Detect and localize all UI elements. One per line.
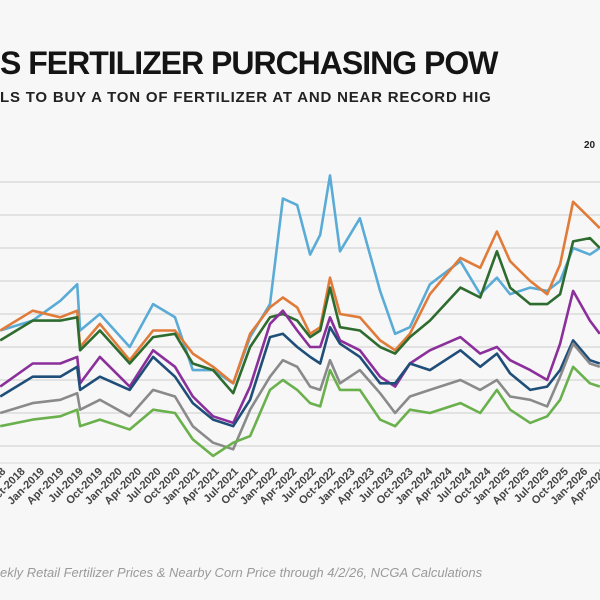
series-line-6 (0, 342, 600, 451)
legend-stub-text: 20 (584, 140, 596, 151)
series-line-5 (0, 325, 600, 428)
series-line-7 (0, 365, 600, 458)
series-line-4 (0, 289, 600, 425)
chart-subtitle: LS TO BUY A TON OF FERTILIZER AT AND NEA… (0, 89, 492, 106)
chart-title: S FERTILIZER PURCHASING POW (0, 45, 498, 81)
series-lines (0, 174, 600, 458)
series-line-3 (0, 236, 600, 395)
x-axis-ticks: Jul-2018Oct-2018Jan-2019Apr-2019Jul-2019… (0, 465, 600, 507)
source-note: ekly Retail Fertilizer Prices & Nearby C… (0, 565, 483, 580)
series-line-1 (0, 174, 600, 385)
